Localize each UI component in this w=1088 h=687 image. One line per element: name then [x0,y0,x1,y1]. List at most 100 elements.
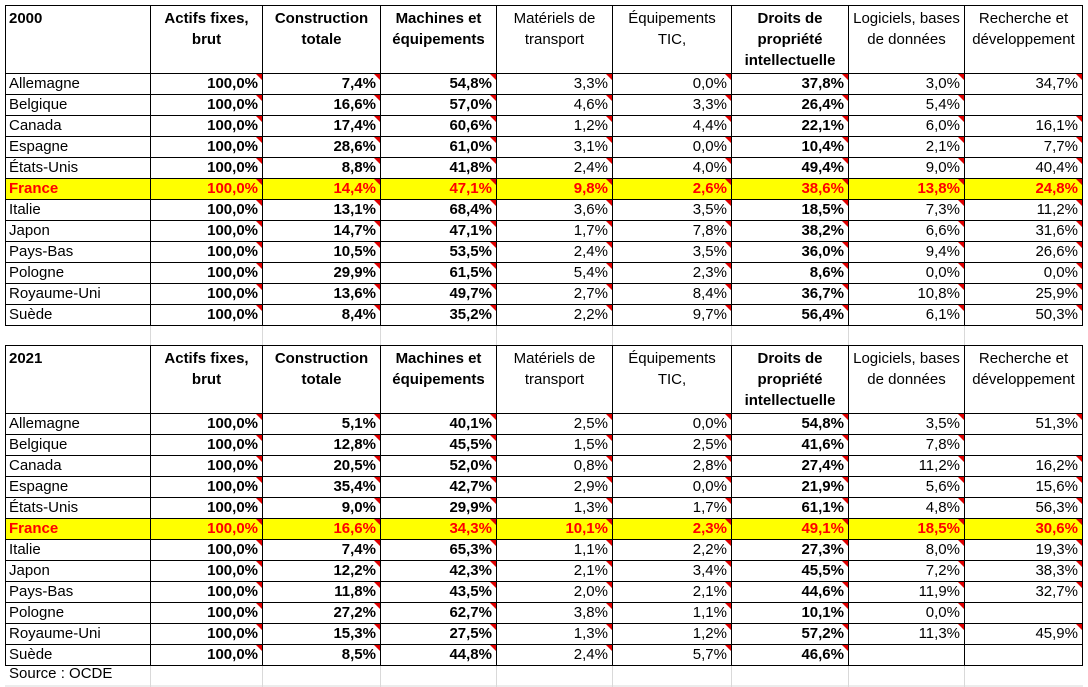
value-cell[interactable]: 0,0% [848,602,965,624]
value-cell[interactable]: 1,2% [612,623,732,645]
value-cell[interactable]: 18,5% [731,199,849,221]
value-cell[interactable]: 46,6% [731,644,849,666]
value-cell[interactable]: 36,7% [731,283,849,305]
value-cell[interactable]: 24,8% [964,178,1083,200]
value-cell[interactable]: 100,0% [150,497,263,519]
value-cell[interactable]: 3,4% [612,560,732,582]
value-cell[interactable]: 40,4% [964,157,1083,179]
value-cell[interactable]: 5,7% [612,644,732,666]
country-cell[interactable]: Japon [5,220,151,242]
country-cell[interactable]: Espagne [5,476,151,498]
column-header-construction-totale[interactable]: Construction totale [262,5,381,74]
value-cell[interactable]: 8,4% [262,304,381,326]
value-cell[interactable]: 100,0% [150,115,263,137]
value-cell[interactable]: 1,1% [612,602,732,624]
country-cell[interactable]: Suède [5,644,151,666]
value-cell[interactable]: 1,5% [496,434,613,456]
value-cell[interactable]: 100,0% [150,94,263,116]
value-cell[interactable]: 6,1% [848,304,965,326]
value-cell[interactable]: 7,3% [848,199,965,221]
value-cell[interactable]: 2,4% [496,157,613,179]
value-cell[interactable] [964,434,1083,456]
value-cell[interactable]: 6,6% [848,220,965,242]
value-cell[interactable]: 2,2% [612,539,732,561]
year-label[interactable]: 2000 [5,5,151,74]
value-cell[interactable]: 28,6% [262,136,381,158]
value-cell[interactable]: 13,1% [262,199,381,221]
country-cell[interactable]: Royaume-Uni [5,623,151,645]
value-cell[interactable]: 7,8% [848,434,965,456]
value-cell[interactable]: 3,5% [848,413,965,435]
value-cell[interactable]: 25,9% [964,283,1083,305]
value-cell[interactable]: 11,8% [262,581,381,603]
value-cell[interactable]: 27,5% [380,623,497,645]
value-cell[interactable]: 5,6% [848,476,965,498]
column-header-droits-de-propriete-intellectuelle[interactable]: Droits de propriété intellectuelle [731,5,849,74]
country-cell[interactable]: États-Unis [5,157,151,179]
value-cell[interactable]: 3,1% [496,136,613,158]
year-label[interactable]: 2021 [5,345,151,414]
value-cell[interactable]: 7,7% [964,136,1083,158]
country-cell[interactable]: Allemagne [5,73,151,95]
value-cell[interactable]: 0,0% [612,413,732,435]
value-cell[interactable]: 3,6% [496,199,613,221]
value-cell[interactable]: 11,3% [848,623,965,645]
value-cell[interactable]: 57,0% [380,94,497,116]
value-cell[interactable]: 42,3% [380,560,497,582]
value-cell[interactable]: 45,9% [964,623,1083,645]
value-cell[interactable]: 2,4% [496,644,613,666]
value-cell[interactable]: 49,4% [731,157,849,179]
value-cell[interactable]: 0,0% [848,262,965,284]
value-cell[interactable]: 16,1% [964,115,1083,137]
country-cell[interactable]: Italie [5,199,151,221]
value-cell[interactable]: 3,0% [848,73,965,95]
value-cell[interactable]: 34,3% [380,518,497,540]
value-cell[interactable]: 38,6% [731,178,849,200]
value-cell[interactable]: 27,4% [731,455,849,477]
value-cell[interactable]: 1,3% [496,497,613,519]
country-cell[interactable]: France [5,518,151,540]
value-cell[interactable]: 100,0% [150,157,263,179]
value-cell[interactable]: 100,0% [150,455,263,477]
value-cell[interactable]: 9,4% [848,241,965,263]
value-cell[interactable]: 1,2% [496,115,613,137]
value-cell[interactable]: 1,7% [612,497,732,519]
value-cell[interactable]: 2,2% [496,304,613,326]
value-cell[interactable]: 100,0% [150,581,263,603]
value-cell[interactable]: 16,2% [964,455,1083,477]
country-cell[interactable]: Pays-Bas [5,241,151,263]
value-cell[interactable]: 7,4% [262,539,381,561]
value-cell[interactable]: 4,6% [496,94,613,116]
value-cell[interactable]: 38,2% [731,220,849,242]
value-cell[interactable]: 31,6% [964,220,1083,242]
value-cell[interactable]: 30,6% [964,518,1083,540]
value-cell[interactable]: 15,6% [964,476,1083,498]
value-cell[interactable]: 100,0% [150,539,263,561]
value-cell[interactable]: 10,8% [848,283,965,305]
column-header-actifs-fixes-brut[interactable]: Actifs fixes, brut [150,5,263,74]
column-header-recherche-et-developpement[interactable]: Recherche et développement [964,5,1083,74]
value-cell[interactable]: 100,0% [150,623,263,645]
value-cell[interactable]: 100,0% [150,476,263,498]
value-cell[interactable]: 11,9% [848,581,965,603]
value-cell[interactable]: 29,9% [262,262,381,284]
value-cell[interactable] [964,644,1083,666]
value-cell[interactable]: 45,5% [380,434,497,456]
value-cell[interactable]: 51,3% [964,413,1083,435]
value-cell[interactable]: 100,0% [150,413,263,435]
value-cell[interactable]: 54,8% [731,413,849,435]
value-cell[interactable]: 8,5% [262,644,381,666]
value-cell[interactable]: 4,4% [612,115,732,137]
value-cell[interactable]: 11,2% [848,455,965,477]
value-cell[interactable]: 3,3% [612,94,732,116]
column-header-actifs-fixes-brut[interactable]: Actifs fixes, brut [150,345,263,414]
value-cell[interactable]: 2,3% [612,262,732,284]
value-cell[interactable]: 35,2% [380,304,497,326]
country-cell[interactable]: Suède [5,304,151,326]
value-cell[interactable]: 0,0% [612,73,732,95]
value-cell[interactable]: 12,8% [262,434,381,456]
value-cell[interactable]: 3,3% [496,73,613,95]
value-cell[interactable]: 10,5% [262,241,381,263]
value-cell[interactable]: 12,2% [262,560,381,582]
value-cell[interactable]: 16,6% [262,94,381,116]
